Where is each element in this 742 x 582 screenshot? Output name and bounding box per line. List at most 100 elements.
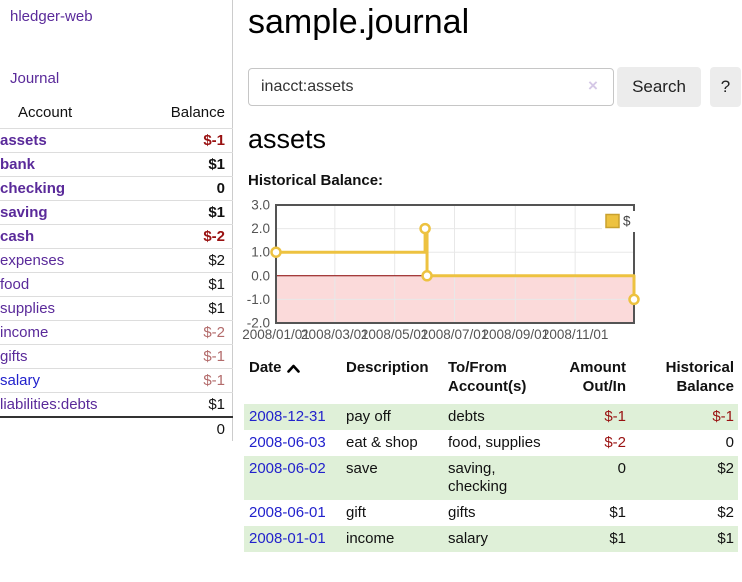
- register-date-link[interactable]: 2008-06-03: [249, 434, 326, 451]
- register-amount: 0: [617, 460, 626, 477]
- x-axis-tick-label: 2008/07/01: [421, 327, 489, 342]
- account-row: checking 0: [0, 176, 233, 201]
- account-link[interactable]: bank: [0, 156, 36, 173]
- register-balance: $2: [717, 504, 734, 521]
- register-amount: $-1: [604, 408, 626, 425]
- page-title: sample.journal: [248, 3, 470, 41]
- register-row[interactable]: 2008-12-31 pay off debts $-1 $-1: [244, 404, 738, 430]
- account-balance: $-1: [142, 368, 233, 393]
- register-header-balance: Historical Balance: [665, 359, 734, 395]
- account-row: gifts $-1: [0, 344, 233, 369]
- account-balance: $2: [142, 248, 233, 273]
- account-row: supplies $1: [0, 296, 233, 321]
- sort-asc-icon: [286, 364, 300, 373]
- account-link[interactable]: income: [0, 324, 49, 341]
- account-link[interactable]: gifts: [0, 348, 28, 365]
- account-link[interactable]: salary: [0, 372, 41, 389]
- chart-title: Historical Balance:: [248, 172, 384, 189]
- account-link[interactable]: supplies: [0, 300, 56, 317]
- register-accounts: food, supplies: [448, 434, 541, 451]
- data-point-marker: [419, 222, 431, 235]
- register-description: pay off: [346, 408, 391, 425]
- x-axis-tick-label: 2008/01/01: [242, 327, 310, 342]
- register-header-date[interactable]: Date: [244, 358, 346, 404]
- account-link[interactable]: food: [0, 276, 30, 293]
- register-accounts: salary: [448, 530, 489, 547]
- accounts-tree-table: Account Balance assets $-1 bank $1 checking 0…: [0, 100, 233, 441]
- account-balance: $-2: [142, 320, 233, 345]
- register-balance: 0: [725, 434, 734, 451]
- register-date: 2008-06-01: [244, 500, 346, 526]
- search-button[interactable]: Search: [617, 67, 701, 107]
- register-row[interactable]: 2008-06-03 eat & shop food, supplies $-2 0: [244, 430, 738, 456]
- accounts-total-row: 0: [0, 416, 233, 441]
- account-row: assets $-1: [0, 128, 233, 153]
- y-axis-tick-label: 3.0: [251, 198, 270, 213]
- x-axis-tick-label: 2008/03/01: [301, 327, 369, 342]
- register-description: save: [346, 460, 378, 477]
- account-row: liabilities:debts $1: [0, 392, 233, 417]
- register-description: eat & shop: [346, 434, 418, 451]
- register-accounts: gifts: [448, 504, 476, 521]
- total-spacer: [0, 416, 143, 441]
- y-axis-tick-label: 0.0: [251, 268, 270, 283]
- account-row: income $-2: [0, 320, 233, 345]
- historical-balance-chart: 3.0 2.0 1.0 0.0 -1.0 -2.02008/01/012008/03/01…: [242, 198, 640, 342]
- clear-search-icon[interactable]: ×: [588, 76, 598, 95]
- register-date: 2008-12-31: [244, 404, 346, 430]
- account-balance: $1: [142, 152, 233, 177]
- register-description: gift: [346, 504, 367, 521]
- search-help-button[interactable]: ?: [710, 67, 741, 107]
- register-date: 2008-06-02: [244, 456, 346, 500]
- legend-label: $: [623, 214, 631, 229]
- account-link[interactable]: cash: [0, 228, 35, 245]
- register-header-description: Description: [346, 359, 429, 376]
- account-link[interactable]: liabilities:debts: [0, 396, 98, 413]
- register-row[interactable]: 2008-01-01 income salary $1 $1: [244, 526, 738, 552]
- register-amount: $-2: [604, 434, 626, 451]
- register-date: 2008-06-03: [244, 430, 346, 456]
- register-table: Date Description To/From Account(s) Amou…: [244, 358, 738, 552]
- x-axis-tick-label: 2008/09/01: [482, 327, 550, 342]
- register-balance: $1: [717, 530, 734, 547]
- legend-swatch: [605, 213, 620, 229]
- plot-border: [275, 204, 635, 324]
- brand-link[interactable]: hledger-web: [10, 8, 93, 25]
- accounts-header-balance: Balance: [170, 104, 225, 121]
- register-date-link[interactable]: 2008-01-01: [249, 530, 326, 547]
- account-row: cash $-2: [0, 224, 233, 249]
- register-amount: $1: [609, 504, 626, 521]
- x-axis-tick-label: 2008/11/01: [542, 327, 609, 342]
- data-point-marker: [421, 270, 433, 282]
- account-row: expenses $2: [0, 248, 233, 273]
- data-point-marker: [270, 246, 282, 258]
- register-date-link[interactable]: 2008-06-01: [249, 504, 326, 521]
- account-link[interactable]: assets: [0, 132, 47, 149]
- data-point-marker: [628, 293, 640, 306]
- account-link[interactable]: checking: [0, 180, 66, 197]
- account-balance: $1: [142, 200, 233, 225]
- account-balance: $-1: [142, 344, 233, 369]
- account-balance: $-1: [142, 128, 233, 153]
- account-row: bank $1: [0, 152, 233, 177]
- account-heading: assets: [248, 124, 327, 154]
- register-amount: $1: [609, 530, 626, 547]
- account-balance: $1: [142, 296, 233, 321]
- accounts-total-balance: 0: [142, 416, 233, 441]
- register-date-link[interactable]: 2008-06-02: [249, 460, 326, 477]
- y-axis-tick-label: 1.0: [251, 245, 270, 260]
- register-header-row: Date Description To/From Account(s) Amou…: [244, 358, 738, 404]
- register-header-accounts: To/From Account(s): [448, 359, 527, 395]
- account-link[interactable]: expenses: [0, 252, 65, 269]
- account-balance: $1: [142, 272, 233, 297]
- search-input[interactable]: [248, 68, 614, 106]
- register-description: income: [346, 530, 395, 547]
- sidebar-item-journal[interactable]: Journal: [10, 70, 60, 87]
- register-row[interactable]: 2008-06-01 gift gifts $1 $2: [244, 500, 738, 526]
- account-link[interactable]: saving: [0, 204, 48, 221]
- account-row: food $1: [0, 272, 233, 297]
- register-date-link[interactable]: 2008-12-31: [249, 408, 326, 425]
- x-axis-tick-label: 2008/05/01: [361, 327, 429, 342]
- register-row[interactable]: 2008-06-02 save saving, checking 0 $2: [244, 456, 738, 500]
- account-balance: 0: [142, 176, 233, 201]
